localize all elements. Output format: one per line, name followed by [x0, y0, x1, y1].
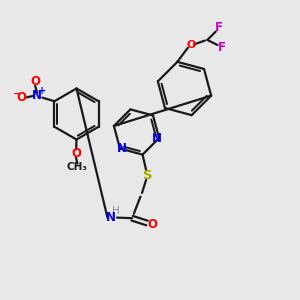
Text: N: N	[152, 132, 162, 145]
Text: H: H	[112, 206, 120, 216]
Text: F: F	[218, 41, 226, 54]
Text: N: N	[32, 89, 42, 102]
Text: O: O	[186, 40, 196, 50]
Text: +: +	[38, 86, 46, 96]
Text: O: O	[148, 218, 158, 231]
Text: N: N	[106, 211, 116, 224]
Text: N: N	[117, 142, 127, 155]
Text: O: O	[30, 75, 40, 88]
Text: S: S	[143, 169, 153, 182]
Text: CH₃: CH₃	[67, 162, 88, 172]
Text: O: O	[16, 91, 26, 104]
Text: O: O	[71, 147, 81, 161]
Text: −: −	[13, 89, 22, 99]
Text: F: F	[215, 21, 223, 34]
